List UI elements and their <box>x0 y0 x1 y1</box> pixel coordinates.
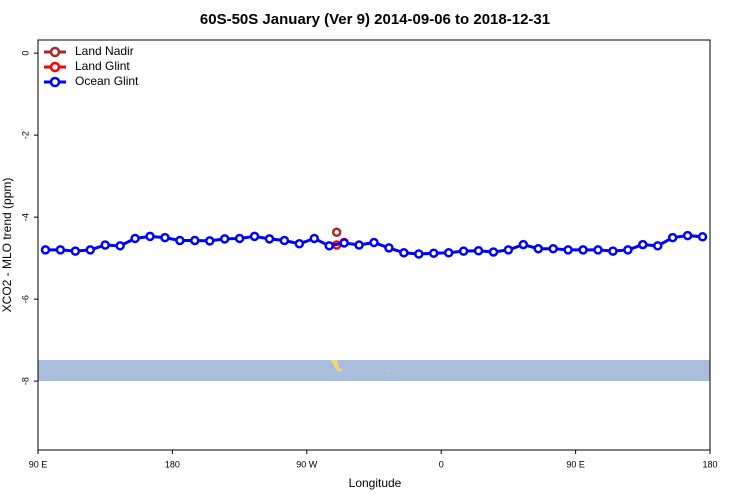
plot-frame <box>37 39 711 451</box>
y-tick-label: -8 <box>20 377 30 385</box>
point <box>369 237 379 248</box>
point <box>279 235 290 246</box>
x-axis-label: Longitude <box>349 476 402 490</box>
point <box>473 245 484 256</box>
point <box>623 245 633 255</box>
point <box>339 238 349 248</box>
point <box>548 243 558 254</box>
y-axis-label: XCO2 - MLO trend (ppm) <box>0 178 14 313</box>
point <box>608 246 618 256</box>
point <box>324 241 334 251</box>
x-tick-label: 90 E <box>29 459 48 469</box>
point <box>219 234 230 244</box>
point <box>578 245 588 255</box>
point <box>190 235 200 246</box>
point <box>130 233 140 244</box>
y-tick-label: -2 <box>20 131 30 139</box>
point <box>518 239 529 250</box>
point <box>667 232 678 243</box>
point <box>638 239 648 250</box>
point <box>204 236 215 246</box>
point <box>563 245 573 255</box>
land-patch <box>331 360 388 372</box>
point <box>652 241 663 251</box>
legend-label: Land Nadir <box>75 44 134 58</box>
map-strip <box>38 360 710 381</box>
point <box>160 232 170 243</box>
y-tick-label: -4 <box>20 213 30 221</box>
point <box>458 246 469 256</box>
point <box>354 240 364 250</box>
x-tick-label: 90 E <box>566 459 585 469</box>
y-tick-label: 0 <box>20 51 30 56</box>
point <box>399 248 409 258</box>
point <box>175 235 185 246</box>
legend-label: Land Glint <box>75 59 130 73</box>
point <box>384 243 394 253</box>
point <box>264 234 275 244</box>
point <box>488 247 499 257</box>
point <box>414 249 424 259</box>
legend-label: Ocean Glint <box>75 74 139 88</box>
point <box>503 245 514 255</box>
point <box>40 245 51 255</box>
point <box>533 243 544 254</box>
point <box>115 241 125 251</box>
point <box>682 230 693 241</box>
point <box>593 245 603 255</box>
point <box>85 245 96 255</box>
x-tick-label: 180 <box>702 459 717 469</box>
point <box>331 227 342 238</box>
point <box>70 246 81 256</box>
point <box>309 233 320 244</box>
point <box>55 245 66 255</box>
legend-marker <box>49 61 61 73</box>
y-tick-label: -6 <box>20 295 30 303</box>
point <box>294 239 305 249</box>
point <box>100 240 110 250</box>
point <box>443 248 454 258</box>
point <box>234 233 245 244</box>
point <box>697 232 708 242</box>
x-tick-label: 180 <box>165 459 180 469</box>
point <box>428 248 439 258</box>
chart-title: 60S-50S January (Ver 9) 2014-09-06 to 20… <box>200 11 550 28</box>
legend-marker <box>49 46 61 58</box>
x-tick-label: 90 W <box>296 459 318 469</box>
legend-marker <box>49 76 61 88</box>
x-tick-label: 0 <box>439 459 444 469</box>
point <box>249 231 260 242</box>
point <box>145 231 155 242</box>
